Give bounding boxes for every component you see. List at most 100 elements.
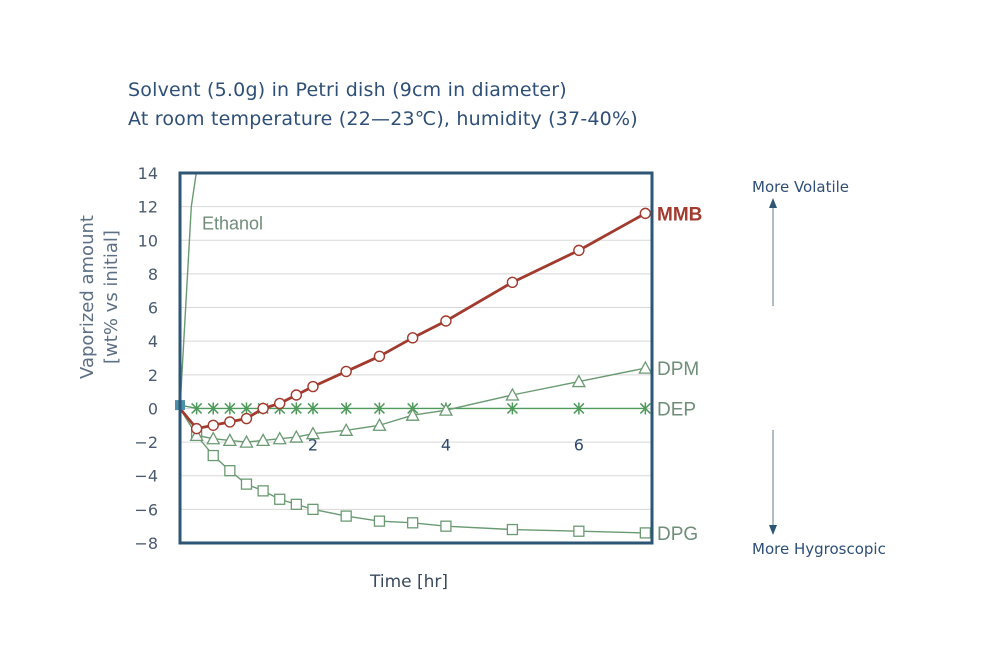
y-tick-label: −2 [134, 433, 158, 452]
annotation-ethanol: Ethanol [202, 213, 263, 233]
y-tick-label: −4 [134, 467, 158, 486]
more-volatile-label: More Volatile [752, 178, 850, 196]
y-tick-label: 0 [148, 399, 158, 418]
data-point-star [373, 402, 385, 415]
data-point-circle [257, 402, 269, 415]
x-tick-label: 2 [308, 435, 318, 454]
y-tick-label: 2 [148, 366, 158, 385]
data-point-star [573, 402, 585, 415]
direction-arrows [769, 198, 777, 535]
y-tick-label: −6 [134, 500, 158, 519]
series-mmb [180, 207, 652, 435]
data-point-square [407, 517, 419, 529]
data-point-square [440, 520, 452, 532]
y-tick-label: −8 [134, 534, 158, 553]
y-tick-labels: 14 12 10 8 6 4 2 0 −2 −4 −6 −8 [134, 164, 158, 553]
data-point-triangle [405, 407, 420, 421]
data-point-circle [290, 389, 303, 401]
y-axis-label: Vaporized amount [wt% vs initial] [76, 215, 124, 379]
data-point-star [639, 402, 651, 415]
data-point-square [307, 503, 319, 516]
plot-frame [178, 171, 654, 545]
data-point-star [340, 402, 352, 415]
data-point-square [224, 465, 236, 477]
data-point-star [307, 402, 319, 415]
data-point-triangle [339, 422, 354, 436]
data-point-star [290, 402, 302, 415]
y-tick-label: 8 [148, 265, 158, 284]
data-point-triangle [372, 417, 387, 431]
x-axis-label: Time [hr] [370, 572, 449, 592]
data-point-triangle [256, 433, 271, 447]
y-tick-label: 4 [148, 332, 158, 351]
series-line-dep [180, 404, 646, 410]
data-point-triangle [438, 402, 454, 416]
series-line-dpg [180, 408, 646, 534]
data-point-circle [573, 244, 585, 257]
data-point-square [573, 525, 585, 537]
series-labels: MMB DPM DEP DPG Ethanol [202, 204, 702, 545]
y-axis-label-line-2: [wt% vs initial] [101, 230, 122, 364]
y-tick-label: 6 [148, 299, 158, 318]
data-point-triangle [289, 429, 304, 443]
series-label-dep: DEP [657, 399, 696, 420]
data-point-square [207, 449, 219, 462]
data-point-circle [639, 207, 652, 220]
series-line-ethanol [180, 173, 197, 409]
series-line-mmb [180, 212, 647, 431]
data-point-triangle [222, 433, 237, 447]
data-point-triangle [571, 374, 586, 388]
data-point-circle [373, 350, 386, 363]
chart-subtitle-line-2: At room temperature (22—23℃), humidity (… [128, 108, 638, 130]
data-point-square [506, 523, 519, 536]
data-point-square [290, 498, 302, 510]
data-point-triangle [206, 431, 221, 445]
series-label-mmb: MMB [657, 204, 702, 225]
x-tick-label: 4 [441, 435, 451, 454]
data-point-triangle [239, 434, 254, 448]
data-point-square [373, 515, 386, 527]
series-dpm [180, 360, 652, 448]
data-point-circle [224, 416, 236, 428]
series-line-dpm [180, 367, 646, 443]
data-point-triangle [189, 428, 204, 442]
data-point-star [207, 402, 219, 415]
series-label-dpm: DPM [657, 359, 699, 380]
data-point-square [274, 493, 286, 505]
data-point-square [639, 527, 652, 539]
data-point-square [240, 478, 253, 490]
data-point-circle [307, 380, 319, 393]
data-point-star [191, 402, 203, 415]
x-tick-labels: 2 4 6 [308, 435, 584, 454]
data-point-circle [340, 365, 352, 378]
data-point-star [240, 402, 253, 415]
y-tick-label: 10 [138, 231, 158, 250]
more-hygroscopic-label: More Hygroscopic [752, 540, 886, 558]
y-tick-label: 14 [138, 164, 158, 183]
data-point-star [506, 402, 518, 415]
y-axis-label-line-1: Vaporized amount [77, 215, 98, 379]
data-point-circle [274, 397, 286, 410]
data-point-triangle [638, 360, 652, 374]
data-point-star [224, 402, 236, 415]
data-point-triangle [505, 387, 520, 401]
y-tick-label: 12 [138, 198, 158, 217]
data-point-triangle [305, 426, 321, 440]
data-point-triangle [272, 431, 287, 445]
data-point-square [257, 485, 269, 497]
series-label-dpg: DPG [657, 524, 698, 545]
arrow-down-head [769, 525, 777, 535]
data-point-circle [440, 315, 452, 327]
data-point-square [340, 510, 352, 522]
data-point-circle [506, 276, 519, 289]
series-group [175, 173, 652, 539]
series-ethanol [180, 173, 197, 409]
data-point-circle [207, 419, 219, 431]
arrow-up-head [769, 198, 777, 208]
data-point-circle [406, 332, 419, 344]
data-point-circle [190, 422, 203, 435]
chart-subtitle-line-1: Solvent (5.0g) in Petri dish (9cm in dia… [128, 79, 567, 101]
data-point-circle [240, 412, 253, 425]
x-tick-label: 6 [574, 435, 584, 454]
